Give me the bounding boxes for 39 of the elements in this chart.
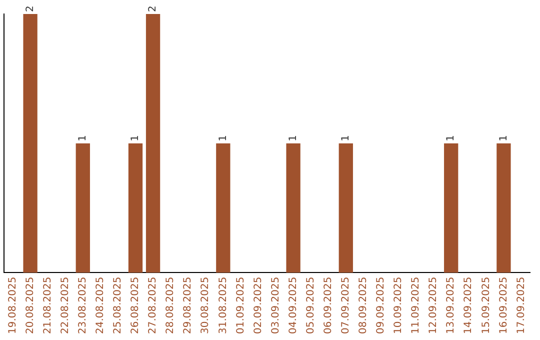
x-tick-label: 27.08.2025	[148, 276, 159, 334]
x-tick-label: 02.09.2025	[252, 276, 264, 334]
data-label: 1	[218, 134, 229, 142]
x-tick-label: 29.08.2025	[182, 276, 194, 334]
x-tick-label: 17.09.2025	[516, 276, 527, 334]
data-label: 2	[24, 6, 36, 12]
x-tick-label: 24.08.2025	[95, 276, 106, 334]
x-tick-label: 28.08.2025	[165, 276, 176, 334]
x-tick-label: 10.09.2025	[393, 276, 404, 334]
x-tick-label: 21.08.2025	[42, 276, 54, 334]
x-tick-label: 30.08.2025	[200, 276, 212, 334]
x-tick-label: 12.09.2025	[428, 276, 440, 334]
x-tick-label: 04.09.2025	[288, 276, 299, 334]
x-tick-label: 06.09.2025	[322, 276, 334, 334]
x-tick-label: 22.08.2025	[60, 276, 71, 334]
x-tick-label: 09.09.2025	[376, 276, 387, 334]
x-tick-label: 26.08.2025	[130, 276, 142, 334]
x-tick-label: 01.09.2025	[235, 276, 246, 334]
data-label: 2	[148, 6, 159, 12]
x-tick-label: 11.09.2025	[410, 276, 422, 334]
x-tick-label: 14.09.2025	[463, 276, 474, 334]
x-tick-label: 03.09.2025	[270, 276, 282, 334]
x-tick-label: 05.09.2025	[305, 276, 316, 334]
x-tick-label: 08.09.2025	[358, 276, 370, 334]
x-tick-label: 16.09.2025	[498, 276, 510, 334]
x-tick-label: 19.08.2025	[7, 276, 18, 334]
x-tick-label: 13.09.2025	[446, 276, 457, 334]
x-tick-label: 20.08.2025	[24, 276, 36, 334]
data-label: 1	[498, 134, 510, 142]
data-label: 1	[130, 134, 142, 142]
x-tick-label: 25.08.2025	[112, 276, 124, 334]
data-label: 1	[288, 134, 299, 142]
data-label: 1	[77, 134, 88, 142]
data-label: 1	[446, 134, 457, 142]
x-tick-label: 23.08.2025	[77, 276, 88, 334]
data-label: 1	[340, 134, 352, 142]
x-tick-label: 07.09.2025	[340, 276, 352, 334]
x-tick-label: 15.09.2025	[480, 276, 492, 334]
x-tick-label: 31.08.2025	[218, 276, 229, 334]
